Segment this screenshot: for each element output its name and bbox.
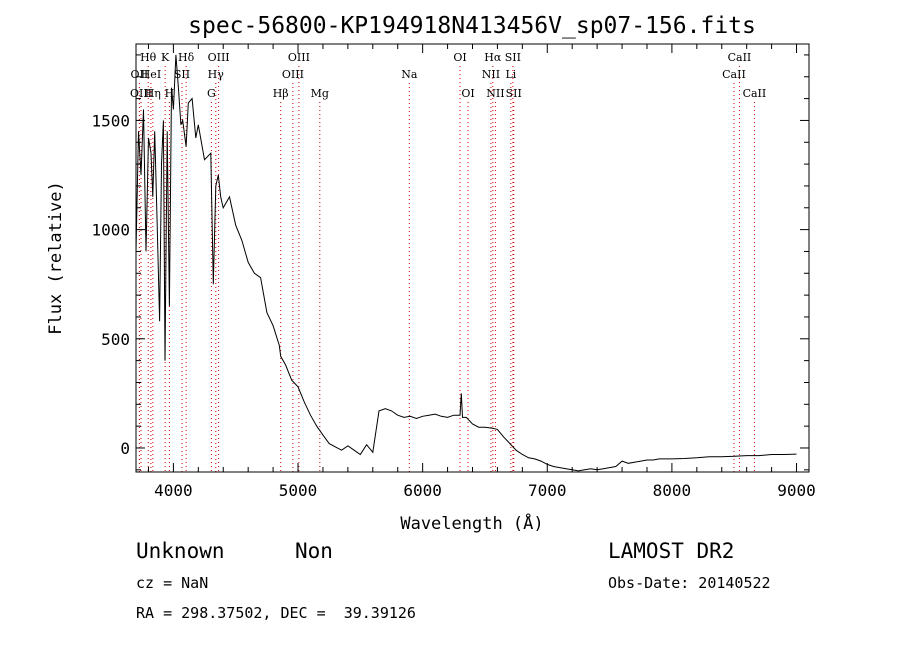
x-axis-ticks: 4000 5000 6000 7000 8000 9000	[147, 44, 816, 500]
coords-text: RA = 298.37502, DEC = 39.39126	[136, 604, 416, 622]
line-marker-label: Na	[401, 68, 418, 81]
redshift-text: cz = NaN	[136, 574, 209, 592]
line-marker-label: Hγ	[208, 68, 225, 81]
line-marker-label: OI	[461, 87, 474, 100]
line-marker-label: OII	[131, 68, 149, 81]
x-tick-label: 5000	[279, 481, 318, 500]
x-tick-label: 6000	[403, 481, 442, 500]
x-tick-label: 7000	[528, 481, 567, 500]
y-tick-label: 1000	[91, 221, 130, 240]
line-marker-label: NII	[482, 68, 500, 81]
x-axis-label: Wavelength (Å)	[400, 512, 543, 534]
line-marker-label: Hδ	[178, 51, 195, 64]
obs-date-text: Obs-Date: 20140522	[608, 574, 771, 592]
line-marker-label: OIII	[282, 68, 304, 81]
line-marker-label: NII	[486, 87, 504, 100]
class-label: Unknown	[136, 539, 225, 563]
line-marker-label: OIII	[130, 87, 152, 100]
line-marker-label: OIII	[208, 51, 230, 64]
x-tick-label: 4000	[154, 481, 193, 500]
line-marker-label: SII	[174, 68, 190, 81]
line-marker-label: HeI	[141, 68, 161, 81]
spectrum-line	[135, 54, 797, 472]
y-tick-label: 0	[120, 439, 130, 458]
y-axis-label: Flux (relative)	[46, 181, 66, 335]
subclass-label: Non	[295, 539, 333, 563]
x-tick-label: 8000	[653, 481, 692, 500]
line-marker-label: K	[161, 51, 170, 64]
line-marker-label: Li	[505, 68, 516, 81]
line-marker-label: Hη	[145, 87, 161, 100]
line-marker-label: CaII	[722, 68, 746, 81]
line-marker-label: Hα	[484, 51, 502, 64]
line-marker-label: OIII	[288, 51, 310, 64]
y-tick-label: 1500	[91, 111, 130, 130]
line-marker-label: CaII	[743, 87, 767, 100]
plot-frame	[135, 43, 810, 473]
line-marker-label: Hβ	[273, 87, 289, 100]
y-axis-ticks: 0 500 1000 1500	[91, 54, 809, 471]
line-marker-label: Mg	[311, 87, 329, 100]
line-marker-label: SII	[506, 87, 522, 100]
line-marker-label: G	[207, 87, 216, 100]
line-marker-label: SII	[505, 51, 521, 64]
line-marker-label: H	[165, 87, 175, 100]
line-marker-label: OI	[453, 51, 466, 64]
chart-title: spec-56800-KP194918N413456V_sp07-156.fit…	[188, 13, 756, 39]
y-tick-label: 500	[101, 330, 130, 349]
line-marker-label: Hθ	[140, 51, 157, 64]
survey-label: LAMOST DR2	[608, 539, 735, 563]
line-marker-label: CaII	[728, 51, 752, 64]
x-tick-label: 9000	[777, 481, 816, 500]
